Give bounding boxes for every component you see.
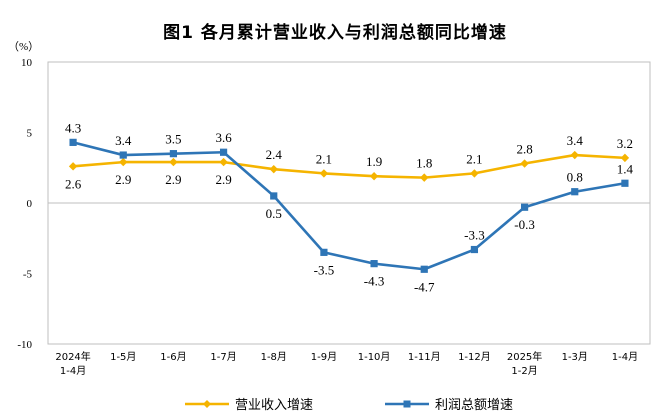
series-line-2 <box>72 141 626 271</box>
x-tick-label: 2025年 1-2月 <box>507 350 542 377</box>
data-label: 0.5 <box>266 206 282 221</box>
x-tick-line: 2025年 <box>507 350 542 363</box>
x-tick-line: 1-6月 <box>160 351 186 363</box>
data-point-square <box>219 148 228 156</box>
x-tick-label: 1-8月 <box>261 351 287 363</box>
data-label: -4.7 <box>414 279 435 294</box>
data-point-diamond <box>219 157 228 167</box>
data-point-diamond <box>269 164 278 174</box>
x-tick-label: 1-6月 <box>160 351 186 363</box>
data-point-square <box>270 192 278 200</box>
x-tick-line: 1-2月 <box>511 365 537 377</box>
chart-legend: 营业收入增速 利润总额增速 <box>185 398 513 413</box>
data-label: -0.3 <box>514 217 535 232</box>
data-label: 2.4 <box>266 147 283 162</box>
x-tick-label: 1-12月 <box>458 351 491 363</box>
data-point-diamond <box>520 159 529 168</box>
chart-axes: （%） 10 5 0 -5 -10 2024年 1-4月 1-5月 1-6月 1-7月 1-8月 1-9… <box>8 40 651 377</box>
x-tick-line: 1-4月 <box>60 365 86 377</box>
x-tick-label: 2024年 1-4月 <box>55 350 90 377</box>
legend-label: 利润总额增速 <box>435 398 513 413</box>
x-tick-line: 1-12月 <box>458 351 491 363</box>
data-point-diamond <box>319 169 329 178</box>
data-label: 2.9 <box>215 172 231 187</box>
data-point-square <box>169 150 178 158</box>
series-line-1 <box>72 153 625 179</box>
y-tick-label: -5 <box>23 269 33 281</box>
data-point-diamond <box>420 173 429 182</box>
data-label: 0.8 <box>567 170 583 185</box>
data-point-square <box>370 260 378 268</box>
data-label: 3.4 <box>115 133 132 148</box>
data-label: 1.4 <box>617 161 634 176</box>
legend-label: 营业收入增速 <box>235 398 313 413</box>
data-point-square <box>571 188 579 196</box>
data-point-square <box>420 265 428 273</box>
data-point-square <box>69 138 77 146</box>
x-tick-label: 1-5月 <box>110 351 136 363</box>
legend-marker-diamond <box>203 400 211 408</box>
x-tick-label: 1-10月 <box>358 351 391 363</box>
x-tick-line: 1-10月 <box>358 351 391 363</box>
x-tick-label: 1-7月 <box>210 351 236 363</box>
data-label: 2.9 <box>115 172 131 187</box>
x-tick-label: 1-4月 <box>612 351 638 363</box>
x-tick-line: 1-11月 <box>408 351 441 363</box>
data-label: 1.8 <box>416 156 432 171</box>
data-point-diamond <box>470 169 479 178</box>
data-label: 3.2 <box>617 136 633 151</box>
data-label: 3.4 <box>567 133 584 148</box>
data-label: 3.5 <box>165 132 181 147</box>
x-tick-line: 1-9月 <box>311 351 337 363</box>
data-point-diamond <box>620 153 630 163</box>
data-label: 2.1 <box>316 151 332 166</box>
data-label: 2.1 <box>466 151 482 166</box>
x-tick-label: 1-11月 <box>408 351 441 363</box>
data-point-diamond <box>169 157 178 167</box>
data-label: 2.8 <box>516 142 532 157</box>
data-label: 4.3 <box>65 120 81 135</box>
x-tick-line: 1-7月 <box>210 351 236 363</box>
x-tick-line: 1-8月 <box>261 351 287 363</box>
x-tick-line: 1-5月 <box>110 351 136 363</box>
x-tick-line: 1-4月 <box>612 351 638 363</box>
data-label: 2.9 <box>165 172 181 187</box>
series-layer <box>68 138 630 273</box>
data-label: 2.6 <box>65 176 82 191</box>
x-tick-label: 1-3月 <box>562 351 588 363</box>
y-tick-label: -10 <box>17 339 32 351</box>
data-labels-layer: 2.6 2.9 2.9 2.9 2.4 2.1 1.9 1.8 2.1 2.8 3.4 3.2 4.3 3… <box>65 120 634 294</box>
chart-title: 图1 各月累计营业收入与利润总额同比增速 <box>163 23 507 43</box>
data-point-diamond <box>119 157 128 167</box>
y-tick-label: 0 <box>27 198 33 210</box>
data-point-square <box>621 179 629 187</box>
data-point-square <box>520 203 529 211</box>
legend-marker-square <box>403 400 411 408</box>
data-label: -3.5 <box>314 262 335 277</box>
data-point-square <box>470 245 479 254</box>
data-point-diamond <box>369 172 379 181</box>
data-point-diamond <box>570 150 579 160</box>
y-axis-unit: （%） <box>8 40 39 53</box>
data-point-diamond <box>68 162 78 171</box>
x-tick-line: 2024年 <box>55 350 90 363</box>
data-label: -4.3 <box>364 274 385 289</box>
y-tick-label: 10 <box>21 57 33 69</box>
data-point-square <box>320 248 328 256</box>
data-label: -3.3 <box>464 228 485 243</box>
data-label: 3.6 <box>215 130 232 145</box>
x-tick-label: 1-9月 <box>311 351 337 363</box>
data-label: 1.9 <box>366 154 382 169</box>
data-point-square <box>119 151 127 159</box>
x-tick-line: 1-3月 <box>562 351 588 363</box>
y-tick-label: 5 <box>27 128 33 140</box>
